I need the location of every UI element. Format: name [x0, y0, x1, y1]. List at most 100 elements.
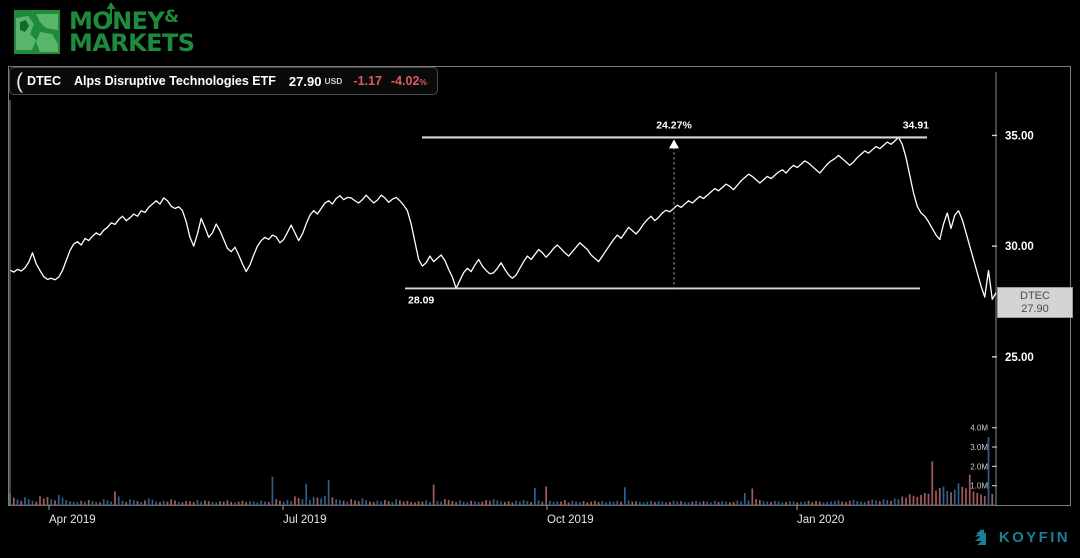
volume-bar — [755, 499, 757, 505]
volume-bar — [717, 501, 720, 505]
volume-bar — [691, 501, 694, 505]
volume-bar — [815, 501, 817, 505]
volume-bar — [965, 488, 967, 505]
volume-bar — [414, 502, 416, 505]
volume-bar — [567, 502, 570, 505]
volume-bar — [421, 501, 424, 505]
volume-bar — [646, 501, 649, 505]
volume-bar — [710, 502, 712, 505]
volume-bar — [946, 491, 949, 505]
volume-bar — [290, 501, 293, 505]
ticker-currency: USD — [324, 76, 343, 86]
ticker-header[interactable]: ( DTEC Alps Disruptive Technologies ETF … — [9, 67, 438, 95]
volume-bar — [672, 500, 675, 505]
volume-bar — [466, 502, 469, 505]
volume-bar — [24, 497, 26, 505]
volume-bar — [912, 495, 915, 505]
volume-bar — [605, 502, 607, 505]
volume-bar — [207, 501, 210, 505]
up-arrow-icon — [106, 2, 116, 24]
volume-bar — [110, 501, 113, 505]
volume-bar — [908, 494, 911, 505]
volume-bar — [447, 499, 450, 505]
volume-bar — [511, 502, 514, 505]
volume-bar — [803, 501, 806, 505]
volume-bar — [781, 502, 784, 505]
volume-bar — [350, 499, 353, 505]
volume-bar — [980, 494, 982, 505]
volume-bar — [668, 501, 671, 505]
volume-bar — [916, 496, 919, 505]
volume-bar — [369, 501, 371, 505]
volume-bar — [417, 501, 420, 505]
volume-bar — [477, 501, 480, 505]
volume-bar — [260, 500, 263, 505]
date-tick-label: Oct 2019 — [547, 514, 594, 526]
volume-bar — [751, 488, 754, 505]
volume-bar — [455, 501, 457, 505]
volume-tick-label: 3.0M — [970, 443, 988, 452]
volume-bar — [320, 498, 323, 505]
volume-bar — [125, 501, 128, 505]
ticker-percent-sign: % — [419, 77, 427, 87]
volume-bar — [309, 499, 311, 505]
volume-bar — [459, 500, 461, 505]
volume-bar — [27, 499, 30, 505]
volume-bar — [174, 500, 176, 505]
koyfin-chevron-icon — [974, 529, 986, 545]
volume-bar — [87, 499, 90, 505]
volume-bar — [841, 501, 844, 505]
volume-bar — [736, 500, 739, 505]
volume-bar — [564, 499, 566, 505]
volume-bar — [301, 499, 304, 505]
volume-bar — [635, 501, 637, 505]
volume-bar — [792, 501, 795, 505]
ticker-change: -1.17 — [353, 74, 382, 88]
volume-bar — [950, 492, 952, 505]
volume-bar — [312, 496, 315, 505]
volume-bar — [860, 501, 862, 505]
volume-bar — [20, 500, 23, 505]
volume-bar — [166, 501, 169, 505]
volume-bar — [620, 501, 622, 505]
volume-bar — [537, 500, 540, 505]
volume-bar — [541, 501, 544, 505]
volume-bar — [601, 501, 604, 505]
volume-bar — [361, 498, 364, 505]
brand-line-1: MONEY& — [69, 7, 179, 35]
volume-bar — [132, 499, 135, 505]
volume-bar — [136, 501, 139, 505]
volume-bar — [762, 501, 765, 505]
volume-bar — [219, 501, 221, 505]
volume-bar — [777, 501, 780, 505]
volume-bar — [560, 501, 562, 505]
volume-bar — [642, 502, 645, 505]
volume-bar — [376, 500, 379, 505]
volume-bar — [474, 501, 476, 505]
volume-bar — [788, 501, 791, 505]
volume-bar — [76, 502, 79, 505]
volume-bar — [740, 501, 742, 505]
volume-bar — [222, 501, 225, 505]
volume-bar — [54, 500, 56, 505]
brand-wordmark: MONEY& MARKETS — [69, 2, 195, 55]
volume-bar — [597, 501, 600, 505]
volume-bar — [129, 499, 131, 505]
date-tick-label: Jan 2020 — [797, 514, 844, 526]
volume-bar — [519, 501, 521, 505]
volume-bar — [61, 497, 64, 505]
ticker-change-percent-value: -4.02 — [390, 74, 420, 88]
volume-bar — [549, 500, 551, 505]
volume-bar — [391, 501, 394, 505]
volume-bar — [983, 496, 986, 505]
volume-bar — [695, 500, 697, 505]
price-tick-label: 30.00 — [1005, 241, 1034, 253]
volume-bar — [159, 501, 161, 505]
volume-bar — [571, 500, 574, 505]
volume-bar — [275, 499, 278, 505]
volume-bar — [890, 500, 892, 505]
volume-bar — [766, 501, 769, 505]
volume-bar — [545, 486, 547, 505]
volume-bar — [354, 500, 356, 505]
volume-bar — [264, 501, 266, 505]
